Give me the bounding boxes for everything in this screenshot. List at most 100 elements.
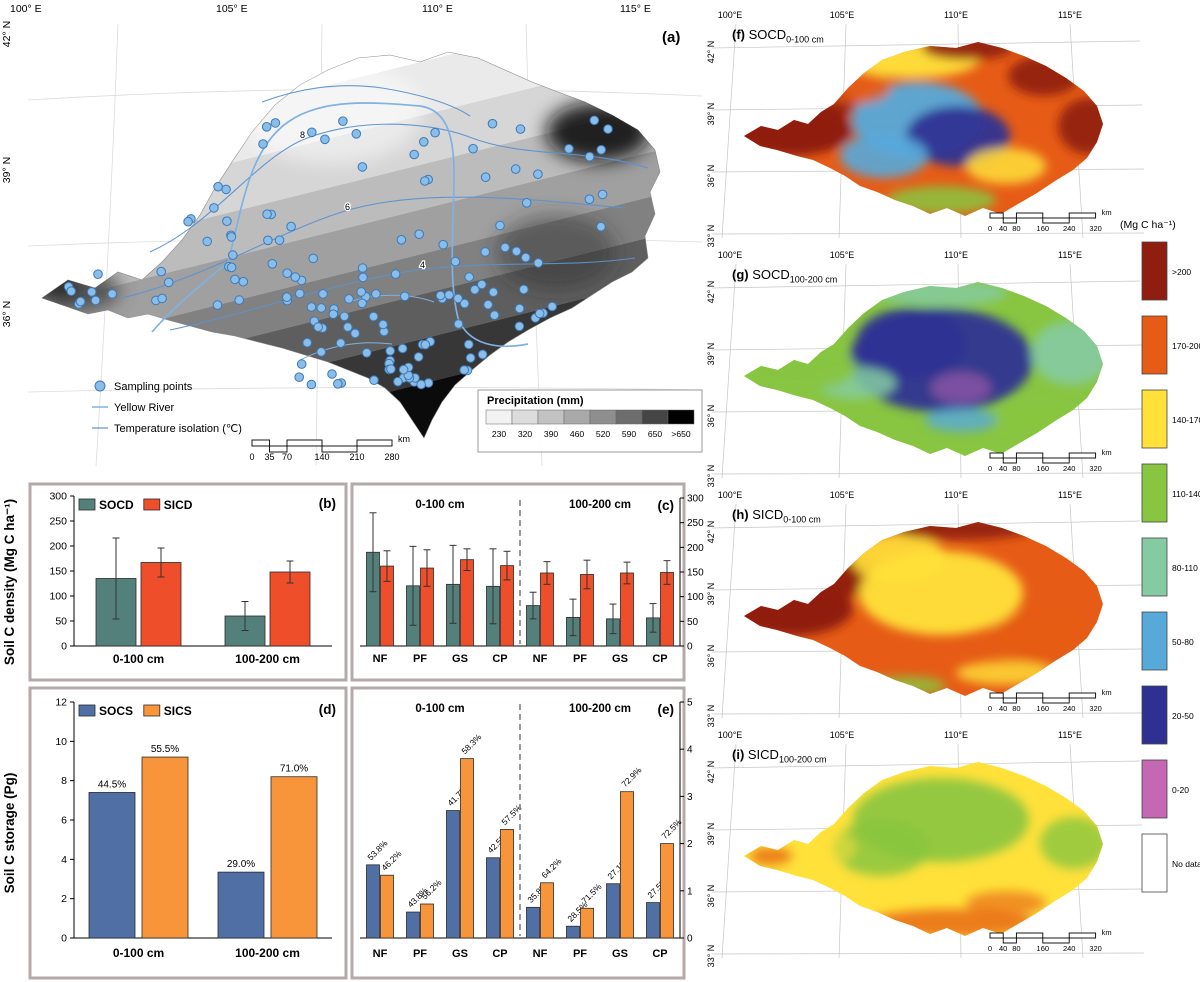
panel-g-socd-map: 100°E 105°E 110°E 115°E 42° N 39° N 36° N 33° N… xyxy=(706,250,1145,487)
sampling-point xyxy=(86,287,97,297)
legend-sampling-point-icon xyxy=(94,380,106,392)
sampling-point xyxy=(420,339,431,350)
map-patch xyxy=(966,891,1046,915)
colorbar-swatch xyxy=(1141,241,1168,301)
panel-a-precipitation-map: 100° E 105° E 110° E 115° E 42° N 39° N 36° N 8… xyxy=(1,3,703,467)
scalebar-label: 320 xyxy=(1089,944,1102,953)
sampling-point xyxy=(238,276,249,287)
lon-tick-label: 110° E xyxy=(422,3,453,15)
scalebar-label: 40 xyxy=(999,224,1007,233)
sampling-point xyxy=(358,272,368,283)
sampling-point xyxy=(335,338,346,348)
sampling-point xyxy=(511,246,522,257)
map-patch xyxy=(744,344,856,392)
sampling-point xyxy=(468,143,478,154)
map-patch xyxy=(866,676,946,696)
lat-tick-label: 33° N xyxy=(706,945,716,968)
colorbar-label: 0-20 xyxy=(1172,785,1189,795)
bar-SICS xyxy=(420,903,434,939)
sampling-point xyxy=(157,293,167,304)
panel-depth-subscript: 100-200 cm xyxy=(779,755,827,765)
sampling-point xyxy=(400,291,410,302)
y-tick-label: 0 xyxy=(687,934,693,945)
yellow-river xyxy=(151,102,529,348)
sampling-point xyxy=(327,369,337,379)
lon-tick-label: 105° E xyxy=(216,3,248,15)
sampling-point xyxy=(93,269,103,280)
y-tick-label: 5 xyxy=(687,698,693,709)
colorbar-swatch xyxy=(1141,833,1168,893)
sampling-point xyxy=(514,321,525,332)
lat-tick-label: 42° N xyxy=(706,41,716,64)
category-label: NF xyxy=(533,948,548,960)
scalebar-label: 0 xyxy=(988,944,992,953)
sampling-point xyxy=(414,229,425,239)
y-tick-label: 0 xyxy=(61,933,67,945)
bar-SOCS xyxy=(526,906,540,939)
lat-tick-label: 36° N xyxy=(706,885,716,908)
lat-tick-label: 42° N xyxy=(706,281,716,304)
scalebar-segment xyxy=(1068,452,1097,459)
bar-SOCS xyxy=(217,871,265,939)
sampling-point xyxy=(290,272,301,282)
temperature-contour xyxy=(261,85,471,117)
bar-SOCS xyxy=(606,883,620,939)
category-label: 0-100 cm xyxy=(113,946,164,960)
graticule-line xyxy=(95,23,119,467)
legend-label: Temperature isolation (℃) xyxy=(114,423,242,435)
category-label: CP xyxy=(492,653,507,665)
sampling-point xyxy=(464,339,474,350)
sampling-point xyxy=(75,296,86,307)
lon-tick-label: 105°E xyxy=(830,250,855,260)
y-tick-label: 2 xyxy=(61,893,67,905)
legend-label: SOCD xyxy=(99,498,134,512)
bar-label: 55.5% xyxy=(151,744,179,755)
legend-label: SICD xyxy=(164,498,193,512)
sampling-point xyxy=(589,115,600,126)
panel-depth-subscript: 0-100 cm xyxy=(786,35,824,45)
scalebar-label: 40 xyxy=(999,704,1007,713)
lon-tick-label: 115°E xyxy=(1058,250,1082,260)
scalebar-segment xyxy=(1068,932,1097,939)
lon-tick-label: 105°E xyxy=(830,730,855,740)
colorbar-swatch xyxy=(1141,537,1168,597)
scalebar-unit: km xyxy=(1102,208,1112,217)
sampling-point xyxy=(320,134,330,145)
map-patch xyxy=(1031,321,1103,385)
sampling-point xyxy=(385,346,396,356)
bar-SOCS xyxy=(446,810,460,939)
sampling-point xyxy=(464,272,475,282)
sampling-point xyxy=(459,365,470,375)
lon-tick-label: 105°E xyxy=(830,490,855,500)
sampling-point xyxy=(409,149,420,160)
precip-label: 650 xyxy=(648,429,663,439)
y-tick-label: 4 xyxy=(687,745,693,756)
panel-label: (i) xyxy=(732,747,748,762)
scalebar-label: 240 xyxy=(1063,464,1076,473)
scalebar-label: 140 xyxy=(314,452,329,462)
sampling-point xyxy=(230,274,240,285)
map-patch xyxy=(1058,98,1103,154)
sampling-point xyxy=(357,162,368,172)
sampling-point xyxy=(438,239,449,250)
scalebar-segment xyxy=(989,692,1004,699)
panel-variable: SOCD xyxy=(752,267,790,282)
graticule-line xyxy=(711,280,1141,289)
panel-label: (b) xyxy=(319,496,336,511)
category-label: GS xyxy=(612,653,628,665)
precip-label: 590 xyxy=(622,429,637,439)
lat-tick-label: 42° N xyxy=(1,21,13,47)
panel-title: (g) SOCD100-200 cm xyxy=(732,267,837,285)
bar-label: 71.0% xyxy=(280,764,308,775)
map-patch xyxy=(956,661,1056,685)
map-patch xyxy=(922,42,1014,60)
sampling-point xyxy=(483,299,493,310)
map-patch xyxy=(749,846,793,866)
graticule-line xyxy=(711,472,1145,475)
colorbar-label: 50-80 xyxy=(1172,637,1194,647)
map-patch xyxy=(1040,817,1103,869)
map-patches-blur xyxy=(744,42,1103,214)
lat-tick-label: 39° N xyxy=(706,343,716,366)
y-tick-label: 250 xyxy=(49,516,67,528)
map-patches-blur xyxy=(744,778,1103,936)
